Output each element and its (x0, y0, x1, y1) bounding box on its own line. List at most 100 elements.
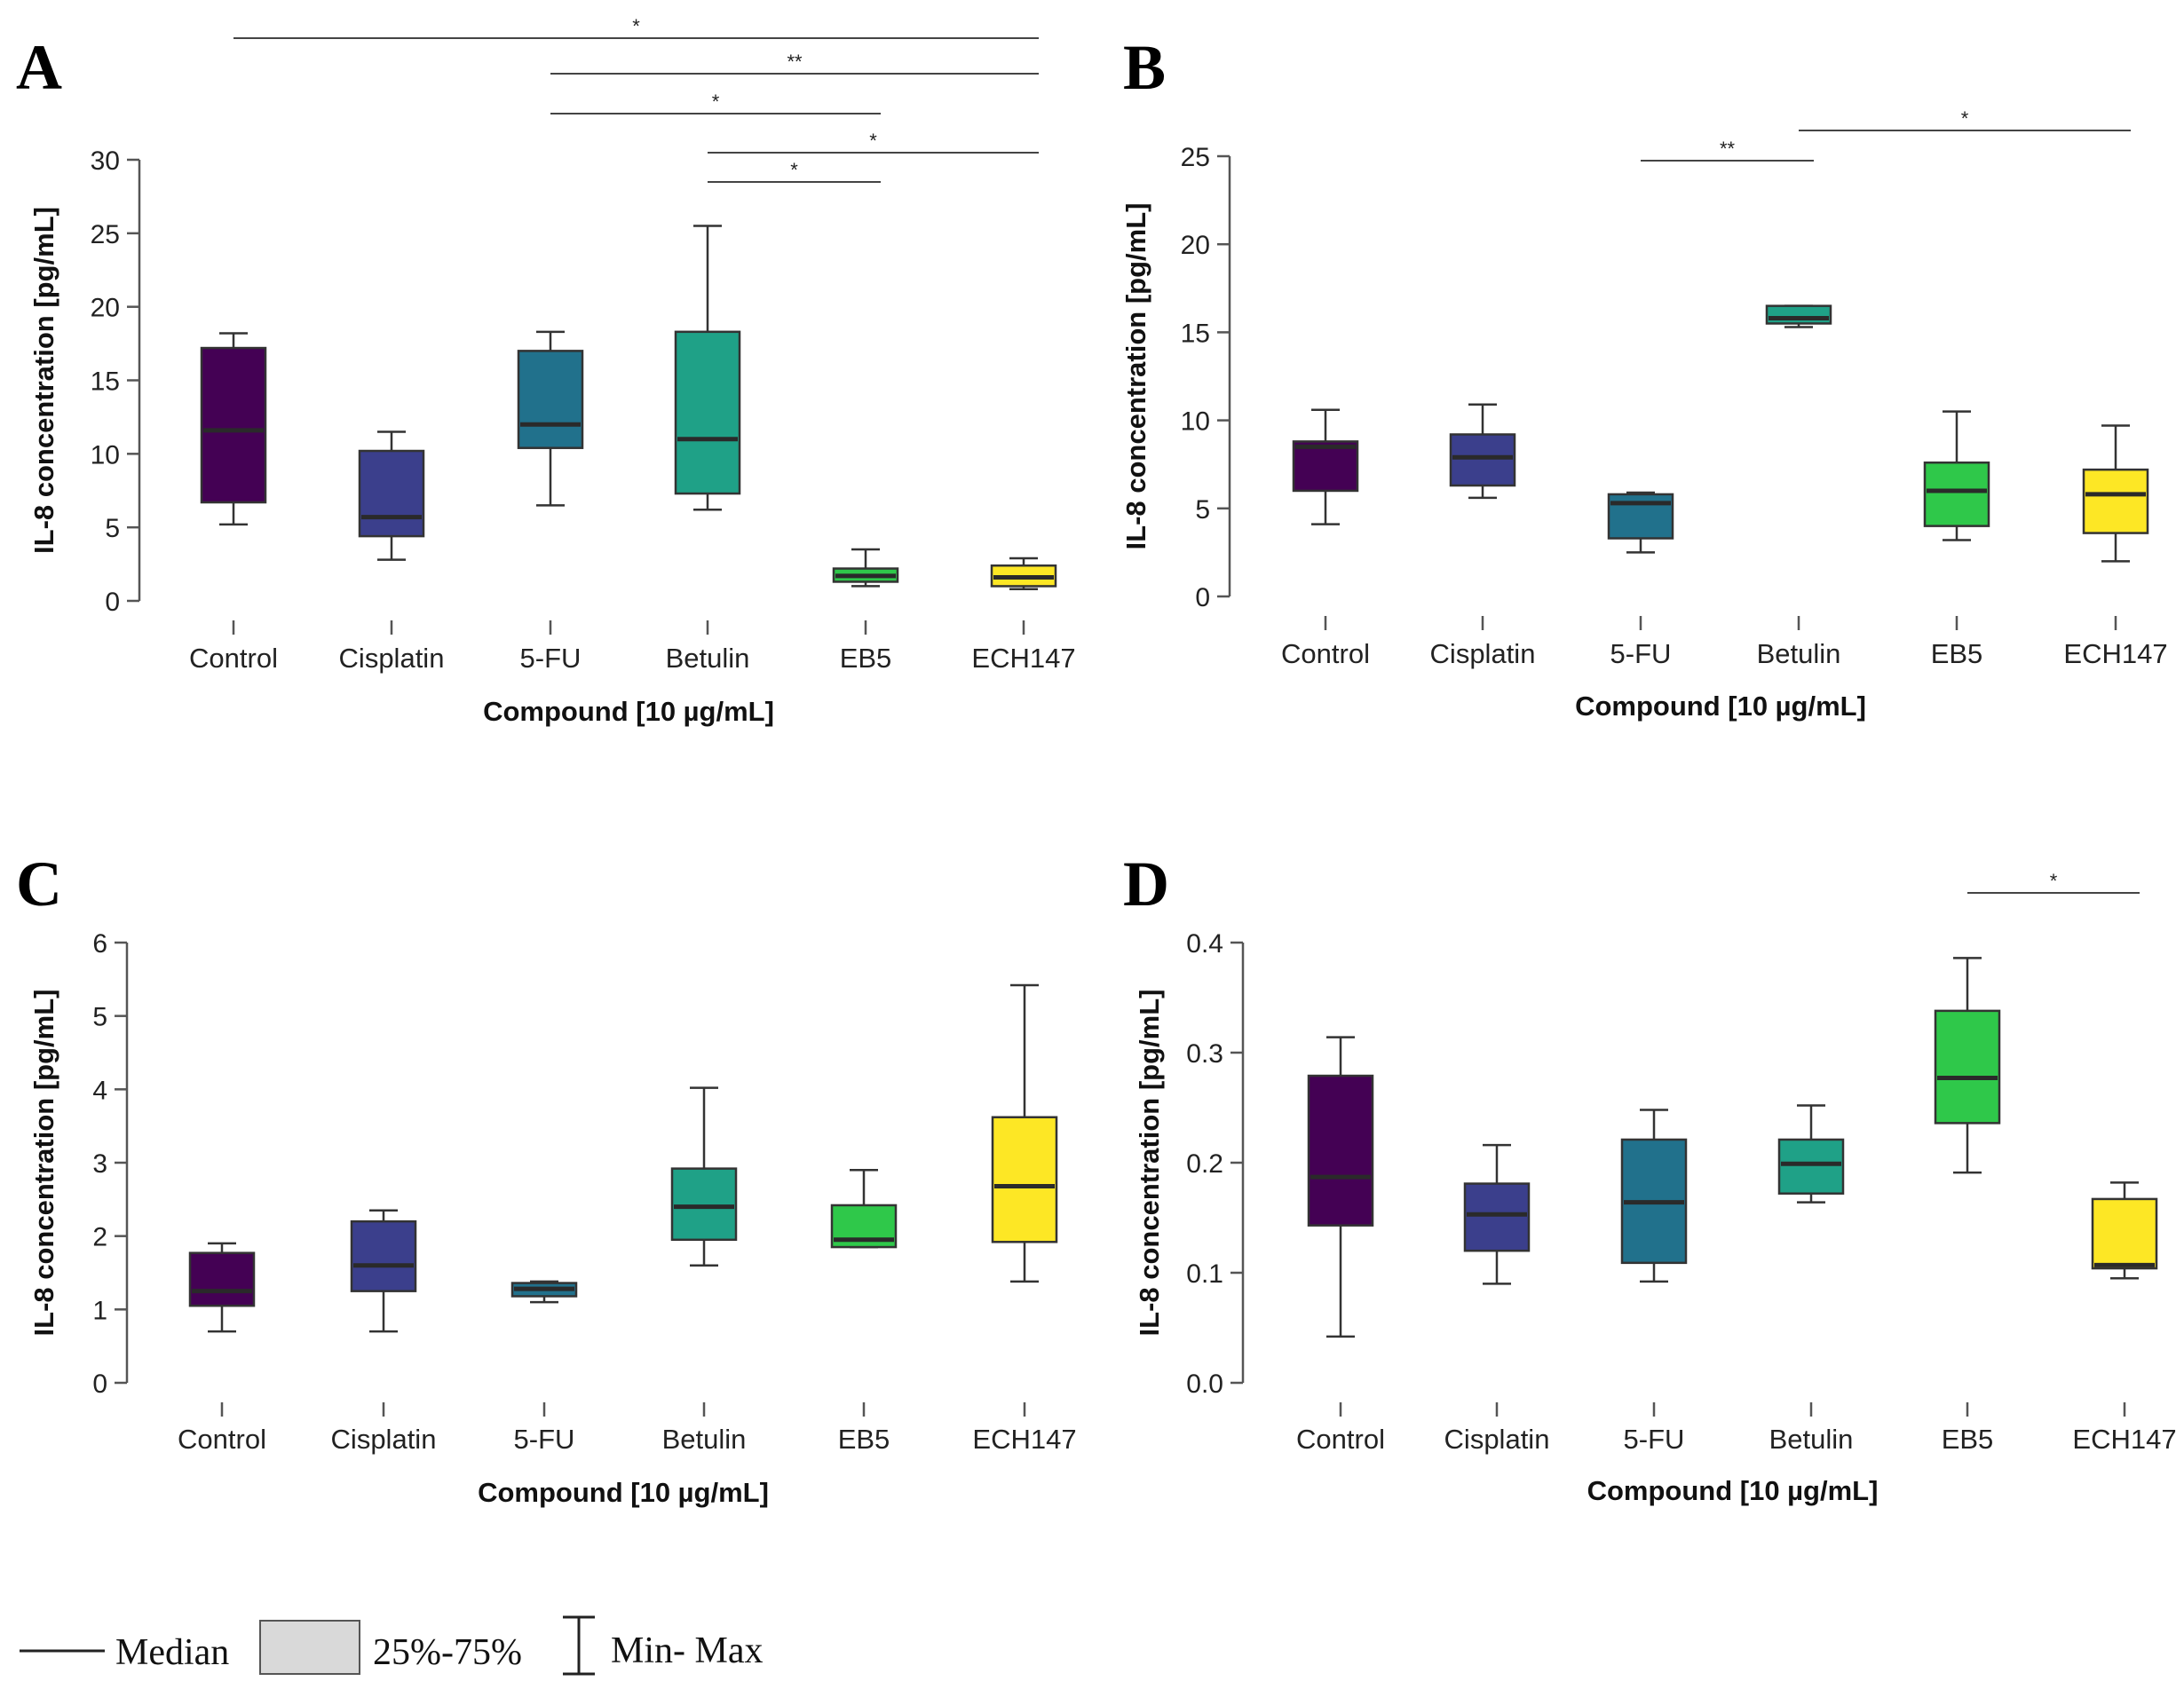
y-tick-label: 0.3 (1186, 1039, 1223, 1069)
x-tick-label: Cisplatin (1444, 1424, 1550, 1455)
panel-letter: B (1123, 32, 1166, 103)
panel-letter: A (16, 32, 62, 103)
legend-iqr-box (259, 1620, 360, 1675)
significance-label: * (712, 91, 720, 113)
legend-range-label: Min- Max (611, 1630, 764, 1671)
iqr-box (991, 1116, 1058, 1243)
panel-d: D 0.0 0.1 0.2 0.3 0.4 IL-8 concentration [pg/m… (1123, 849, 2177, 1506)
y-axis-label: IL-8 concentration [pg/mL] (28, 207, 59, 554)
y-tick-label: 0.1 (1186, 1259, 1223, 1289)
significance-label: * (790, 159, 798, 181)
x-tick-label: 5-FU (1624, 1424, 1685, 1455)
x-tick-label: Cisplatin (331, 1424, 437, 1455)
panel-letter: D (1123, 849, 1169, 920)
iqr-box (1765, 304, 1832, 325)
iqr-box (1463, 1182, 1531, 1252)
x-tick-label: ECH147 (972, 1424, 1076, 1455)
x-tick-label: Cisplatin (1430, 638, 1536, 669)
iqr-box (670, 1167, 738, 1242)
y-tick-label: 5 (92, 1003, 107, 1032)
x-tick-label: Control (189, 643, 278, 674)
y-tick-label: 20 (91, 294, 120, 323)
y-tick-label: 0 (1195, 583, 1210, 612)
y-tick-label: 0.0 (1186, 1370, 1223, 1399)
legend-range-whisker-icon (563, 1615, 595, 1676)
legend-iqr-label: 25%-75% (373, 1632, 522, 1673)
y-tick-label: 0 (105, 588, 120, 617)
x-tick-label: ECH147 (971, 643, 1075, 674)
box-betulin (674, 225, 741, 511)
box-eb5 (1923, 410, 1990, 541)
box-cisplatin (1449, 403, 1516, 500)
iqr-box (188, 1251, 256, 1307)
iqr-box (1777, 1138, 1845, 1195)
x-tick-label: Cisplatin (339, 643, 445, 674)
iqr-box (517, 350, 584, 449)
y-tick-label: 2 (92, 1223, 107, 1252)
x-axis-label: Compound [10 µg/mL] (483, 696, 774, 727)
box-5-fu (1607, 491, 1674, 554)
box-betulin (1777, 1104, 1845, 1204)
x-tick-label: Betulin (666, 643, 750, 674)
y-tick-label: 5 (105, 514, 120, 543)
y-axis-label: IL-8 concentration [pg/mL] (28, 990, 59, 1337)
y-tick-label: 6 (92, 929, 107, 959)
iqr-box (1923, 461, 1990, 527)
y-tick-label: 25 (1181, 143, 1210, 172)
significance-label: ** (787, 51, 803, 73)
y-tick-label: 3 (92, 1149, 107, 1179)
y-tick-label: 10 (91, 440, 120, 470)
box-betulin (670, 1086, 738, 1267)
y-tick-label: 30 (91, 146, 120, 176)
y-tick-label: 0.4 (1186, 929, 1223, 959)
legend: Median 25%-75% Min- Max (20, 1615, 764, 1676)
box-5-fu (1620, 1109, 1688, 1283)
x-tick-label: EB5 (1942, 1424, 1994, 1455)
box-control (188, 1242, 256, 1333)
significance-label: * (632, 15, 640, 37)
x-tick-label: Betulin (1769, 1424, 1854, 1455)
x-tick-label: Control (1281, 638, 1370, 669)
box-control (1292, 408, 1359, 525)
box-cisplatin (358, 430, 425, 561)
significance-label: * (1961, 107, 1969, 130)
y-axis-label: IL-8 concentration [pg/mL] (1134, 990, 1165, 1337)
x-tick-label: Control (178, 1424, 266, 1455)
box-5-fu (510, 1280, 578, 1304)
y-tick-label: 20 (1181, 231, 1210, 260)
x-tick-label: 5-FU (520, 643, 582, 674)
y-tick-label: 0.2 (1186, 1149, 1223, 1179)
x-tick-label: EB5 (1931, 638, 1983, 669)
y-tick-label: 15 (1181, 319, 1210, 348)
y-tick-label: 25 (91, 220, 120, 249)
x-tick-label: EB5 (840, 643, 892, 674)
box-5-fu (517, 330, 584, 507)
box-eb5 (832, 548, 899, 588)
box-eb5 (830, 1169, 898, 1249)
box-betulin (1765, 304, 1832, 328)
x-tick-label: ECH147 (2063, 638, 2167, 669)
significance-label: * (869, 130, 877, 152)
x-tick-label: 5-FU (514, 1424, 575, 1455)
box-ech147 (2091, 1181, 2158, 1280)
iqr-box (2082, 468, 2149, 534)
y-tick-label: 4 (92, 1076, 107, 1105)
iqr-box (1292, 440, 1359, 493)
box-eb5 (1934, 957, 2001, 1174)
box-ech147 (991, 983, 1058, 1283)
iqr-box (2091, 1197, 2158, 1270)
x-tick-label: ECH147 (2072, 1424, 2176, 1455)
y-tick-label: 10 (1181, 407, 1210, 437)
x-tick-label: Control (1296, 1424, 1385, 1455)
iqr-box (1307, 1074, 1374, 1227)
iqr-box (1934, 1009, 2001, 1125)
iqr-box (674, 330, 741, 495)
significance-label: ** (1720, 138, 1736, 160)
iqr-box (350, 1220, 417, 1292)
box-control (1307, 1036, 1374, 1338)
x-axis-label: Compound [10 µg/mL] (478, 1477, 769, 1508)
x-tick-label: Betulin (662, 1424, 747, 1455)
panel-c: C 0 1 2 3 4 5 6 IL-8 concentration [pg/mL] Contro… (16, 849, 1077, 1508)
box-cisplatin (1463, 1143, 1531, 1285)
y-tick-label: 5 (1195, 495, 1210, 525)
